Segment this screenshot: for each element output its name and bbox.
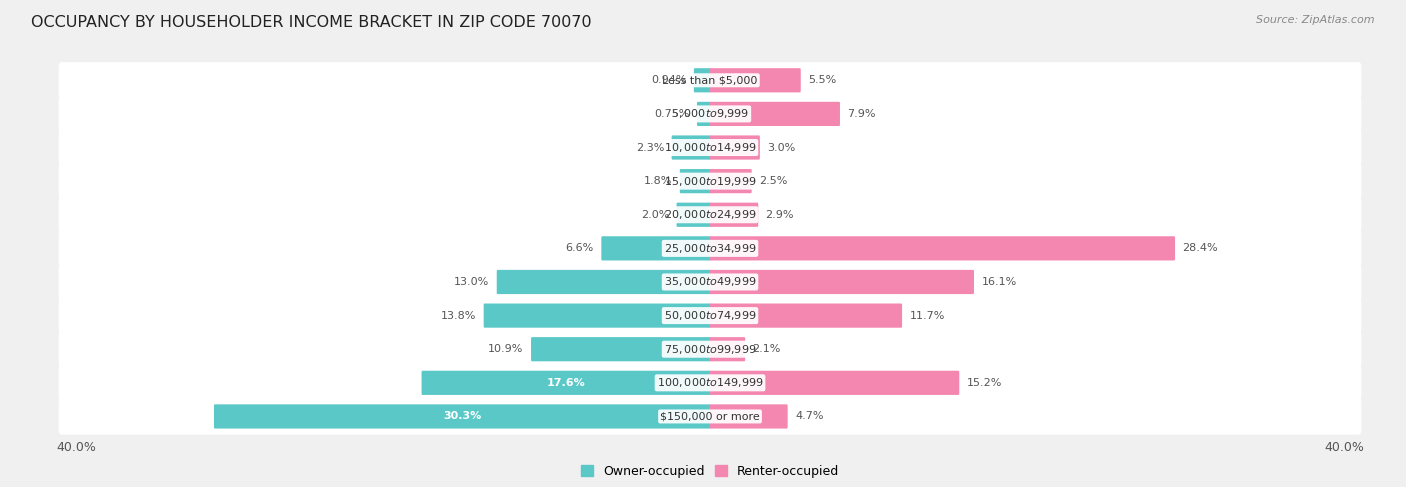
Text: Less than $5,000: Less than $5,000 [662,75,758,85]
Text: 40.0%: 40.0% [1324,441,1364,454]
FancyBboxPatch shape [59,264,1361,300]
FancyBboxPatch shape [59,230,1361,266]
Text: 0.75%: 0.75% [654,109,689,119]
FancyBboxPatch shape [422,371,711,395]
Text: 30.3%: 30.3% [443,412,481,421]
Text: 2.5%: 2.5% [759,176,787,186]
FancyBboxPatch shape [709,404,787,429]
Text: 11.7%: 11.7% [910,311,945,320]
FancyBboxPatch shape [59,130,1361,166]
FancyBboxPatch shape [709,236,1175,261]
FancyBboxPatch shape [59,331,1361,367]
Text: $10,000 to $14,999: $10,000 to $14,999 [664,141,756,154]
Text: 2.9%: 2.9% [766,210,794,220]
FancyBboxPatch shape [709,270,974,294]
FancyBboxPatch shape [59,163,1361,199]
FancyBboxPatch shape [709,169,752,193]
Text: 40.0%: 40.0% [56,441,96,454]
FancyBboxPatch shape [676,203,711,227]
FancyBboxPatch shape [697,102,711,126]
FancyBboxPatch shape [709,203,758,227]
FancyBboxPatch shape [59,197,1361,233]
Legend: Owner-occupied, Renter-occupied: Owner-occupied, Renter-occupied [581,465,839,478]
FancyBboxPatch shape [484,303,711,328]
Text: 10.9%: 10.9% [488,344,523,354]
Text: Source: ZipAtlas.com: Source: ZipAtlas.com [1257,15,1375,25]
FancyBboxPatch shape [709,68,801,93]
Text: 2.1%: 2.1% [752,344,780,354]
Text: 1.8%: 1.8% [644,176,672,186]
FancyBboxPatch shape [709,102,839,126]
FancyBboxPatch shape [672,135,711,160]
Text: $20,000 to $24,999: $20,000 to $24,999 [664,208,756,221]
Text: 17.6%: 17.6% [547,378,585,388]
Text: 7.9%: 7.9% [848,109,876,119]
FancyBboxPatch shape [709,135,759,160]
FancyBboxPatch shape [59,365,1361,401]
Text: $75,000 to $99,999: $75,000 to $99,999 [664,343,756,356]
Text: 2.0%: 2.0% [641,210,669,220]
Text: $25,000 to $34,999: $25,000 to $34,999 [664,242,756,255]
Text: OCCUPANCY BY HOUSEHOLDER INCOME BRACKET IN ZIP CODE 70070: OCCUPANCY BY HOUSEHOLDER INCOME BRACKET … [31,15,592,30]
Text: 6.6%: 6.6% [565,244,593,253]
Text: 4.7%: 4.7% [794,412,824,421]
Text: $100,000 to $149,999: $100,000 to $149,999 [657,376,763,389]
FancyBboxPatch shape [59,398,1361,434]
Text: 0.94%: 0.94% [651,75,686,85]
Text: $150,000 or more: $150,000 or more [661,412,759,421]
FancyBboxPatch shape [602,236,711,261]
FancyBboxPatch shape [531,337,711,361]
Text: 13.0%: 13.0% [454,277,489,287]
FancyBboxPatch shape [496,270,711,294]
FancyBboxPatch shape [59,62,1361,98]
FancyBboxPatch shape [693,68,711,93]
Text: 5.5%: 5.5% [808,75,837,85]
Text: 3.0%: 3.0% [768,143,796,152]
Text: $35,000 to $49,999: $35,000 to $49,999 [664,276,756,288]
Text: $15,000 to $19,999: $15,000 to $19,999 [664,175,756,187]
Text: 13.8%: 13.8% [441,311,477,320]
FancyBboxPatch shape [709,337,745,361]
Text: 2.3%: 2.3% [636,143,664,152]
FancyBboxPatch shape [709,371,959,395]
FancyBboxPatch shape [59,298,1361,334]
Text: $50,000 to $74,999: $50,000 to $74,999 [664,309,756,322]
FancyBboxPatch shape [214,404,711,429]
Text: 15.2%: 15.2% [967,378,1002,388]
Text: $5,000 to $9,999: $5,000 to $9,999 [671,108,749,120]
FancyBboxPatch shape [709,303,903,328]
Text: 28.4%: 28.4% [1182,244,1218,253]
FancyBboxPatch shape [59,96,1361,132]
Text: 16.1%: 16.1% [981,277,1017,287]
FancyBboxPatch shape [679,169,711,193]
